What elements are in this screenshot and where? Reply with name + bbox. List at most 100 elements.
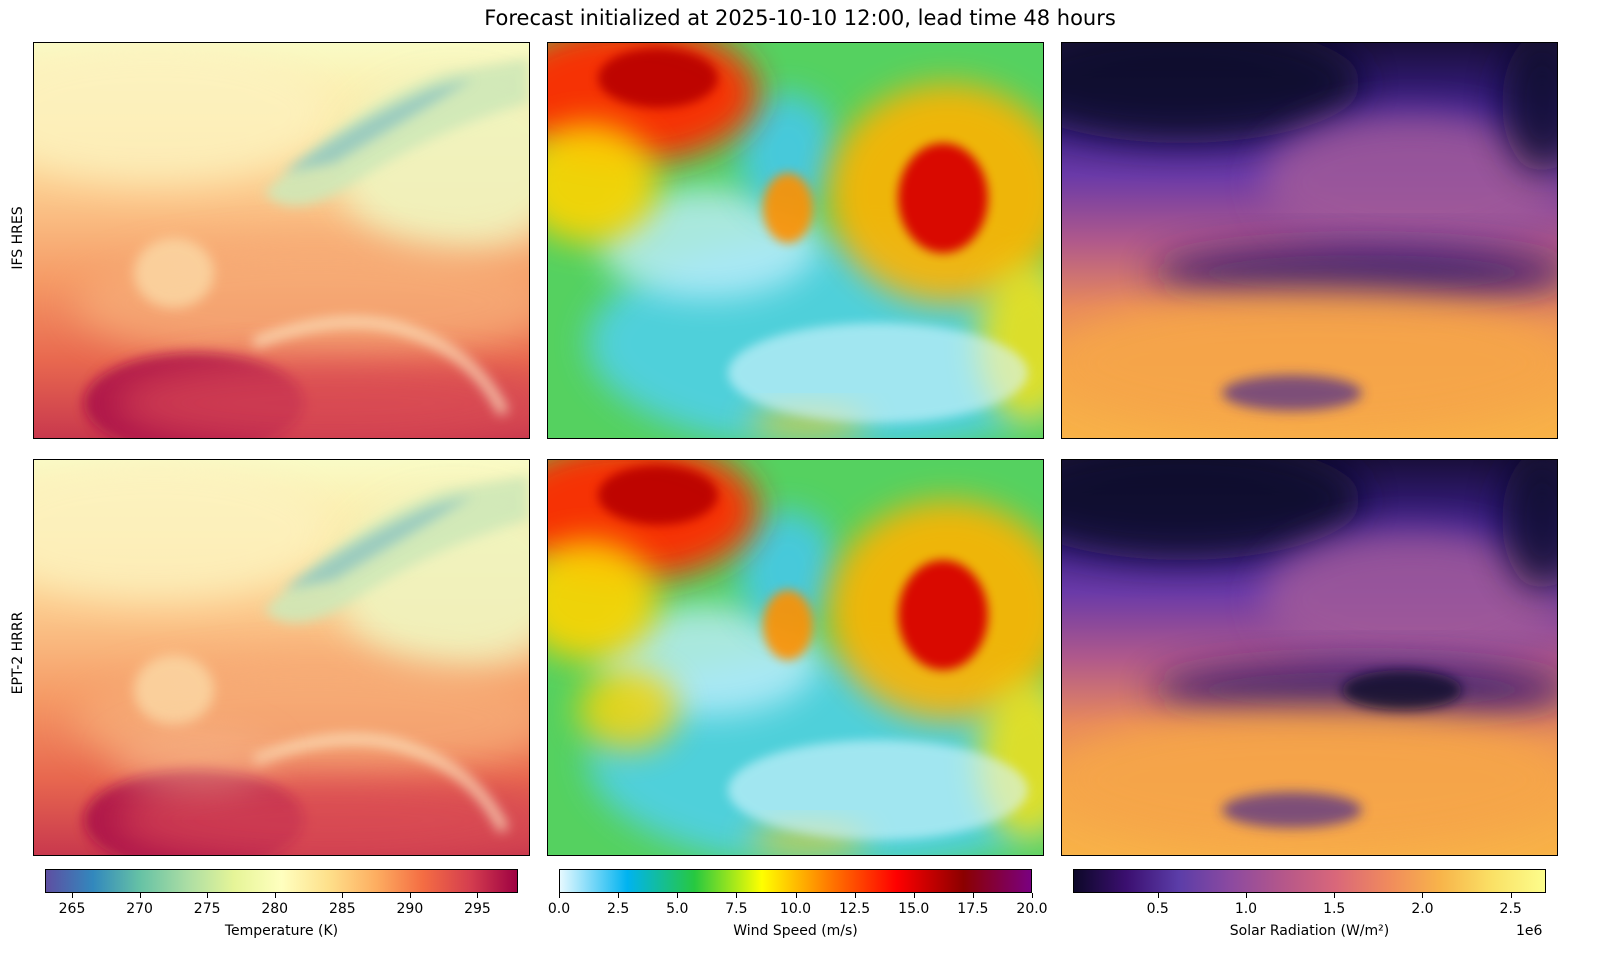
heatmap-svg <box>1062 43 1557 438</box>
colorbar-tick-label: 1.5 <box>1323 901 1346 917</box>
temp-atlantic-cool <box>34 43 334 183</box>
wind-channel-jet <box>763 173 813 243</box>
colorbar-gradient <box>559 869 1032 893</box>
colorbar-label: Solar Radiation (W/m²) <box>1229 923 1390 939</box>
wind-west-yellow <box>548 540 658 660</box>
colorbar-tick <box>618 893 620 898</box>
panel-ifs-wind <box>547 42 1044 439</box>
solar-central-bright <box>1262 113 1557 253</box>
heatmap-svg <box>34 43 529 438</box>
colorbar-tick-label: 270 <box>126 901 153 917</box>
colorbar-tick-label: 2.5 <box>606 901 630 917</box>
row-label-ifs: IFS HRES <box>10 206 26 270</box>
temp-scandinavia-mountains <box>264 58 529 207</box>
colorbar-tick <box>1334 893 1336 898</box>
temp-mediterranean <box>114 775 529 855</box>
colorbar-tick <box>1157 893 1159 898</box>
heatmap-svg <box>548 43 1043 438</box>
colorbar-tick <box>559 893 560 898</box>
colorbar-tick <box>972 893 974 898</box>
colorbar-label: Temperature (K) <box>224 923 339 939</box>
colorbar-tick <box>139 893 141 898</box>
colorbar-tick-label: 0.0 <box>547 901 571 917</box>
colorbar-tick <box>72 893 74 898</box>
colorbar-tick-label: 280 <box>261 901 289 917</box>
colorbar-solar: 0.5 1.0 1.5 2.0 2.5 Solar Radiation (W/m²) 1e6 <box>1073 869 1546 959</box>
colorbar-tick <box>1245 893 1247 898</box>
temp-british-isles <box>134 655 214 725</box>
solar-south-bright <box>1062 293 1557 433</box>
solar-central-bright <box>1262 530 1557 670</box>
temp-scandinavia-mountains <box>264 475 529 624</box>
colorbar-tick <box>913 893 915 898</box>
colorbar-gradient <box>1073 869 1546 893</box>
temp-norway-cold-ridge <box>284 495 474 590</box>
heatmap-svg <box>548 460 1043 855</box>
solar-south-clouds <box>1222 375 1362 411</box>
solar-south-bright <box>1062 710 1557 850</box>
colorbar-tick <box>736 893 738 898</box>
temp-mediterranean <box>114 358 529 438</box>
temp-alps-band <box>252 317 509 416</box>
panel-ept-solar <box>1061 459 1558 856</box>
colorbar-gradient <box>45 869 518 893</box>
colorbar-tick-label: 15.0 <box>898 901 930 917</box>
solar-dark-patch <box>1342 670 1462 710</box>
heatmap-svg <box>1062 460 1557 855</box>
colorbar-tick-label: 17.5 <box>957 901 989 917</box>
colorbar-tick <box>477 893 479 898</box>
solar-cloud-band <box>1152 243 1557 303</box>
colorbar-tick <box>677 893 679 898</box>
colorbar-wind: 0.0 2.5 5.0 7.5 10.0 12.5 15.0 17.5 20.0 Wind Spe… <box>548 869 1048 959</box>
colorbar-tick <box>342 893 344 898</box>
solar-south-clouds <box>1222 792 1362 828</box>
panel-ept-temperature <box>33 459 530 856</box>
wind-west-yellow <box>548 123 658 243</box>
colorbar-temperature: 265 270 275 280 285 290 295 Temperature (K) <box>45 869 518 959</box>
wind-jet-core <box>598 465 718 525</box>
colorbar-tick-label: 295 <box>464 901 491 917</box>
colorbar-scale-offset: 1e6 <box>1516 923 1543 939</box>
colorbar-tick <box>795 893 797 898</box>
wind-jet-core <box>598 48 718 108</box>
colorbar-tick-label: 2.0 <box>1411 901 1434 917</box>
heatmap-svg <box>34 460 529 855</box>
colorbar-tick-label: 275 <box>193 901 221 917</box>
solar-north-dark <box>1062 460 1362 560</box>
colorbar-tick-label: 2.5 <box>1499 901 1522 917</box>
temp-france-variant <box>114 730 274 790</box>
colorbar-tick-label: 10.0 <box>779 901 812 917</box>
wind-med-calm <box>728 323 1028 423</box>
panel-ifs-temperature <box>33 42 530 439</box>
temp-british-isles <box>134 238 214 308</box>
colorbar-tick-label: 290 <box>396 901 424 917</box>
colorbar-tick <box>1032 893 1033 898</box>
wind-west-yellow-2 <box>578 670 678 750</box>
solar-north-dark <box>1062 43 1362 143</box>
temp-alps-band <box>252 734 509 833</box>
colorbar-tick <box>409 893 411 898</box>
colorbar-tick <box>274 893 276 898</box>
wind-north-sea-calm <box>738 93 838 213</box>
colorbar-tick <box>1510 893 1512 898</box>
wind-biscay-calm <box>598 188 818 298</box>
wind-north-sea-calm <box>738 510 838 630</box>
wind-med-calm <box>728 740 1028 840</box>
colorbar-tick-label: 20.0 <box>1016 901 1048 917</box>
panel-ept-wind <box>547 459 1044 856</box>
temp-atlantic-cool <box>34 460 334 600</box>
colorbar-tick <box>207 893 209 898</box>
solar-northeast-dark <box>1502 43 1557 173</box>
wind-eastern-max <box>898 143 988 253</box>
colorbar-label: Wind Speed (m/s) <box>733 923 858 939</box>
solar-northeast-dark <box>1502 460 1557 590</box>
wind-channel-jet <box>763 590 813 660</box>
colorbar-tick <box>1422 893 1424 898</box>
wind-eastern-max <box>898 560 988 670</box>
colorbar-tick-label: 7.5 <box>725 901 748 917</box>
figure-title: Forecast initialized at 2025-10-10 12:00… <box>484 6 1116 30</box>
colorbar-tick <box>854 893 856 898</box>
colorbar-tick-label: 5.0 <box>666 901 689 917</box>
panel-ifs-solar <box>1061 42 1558 439</box>
temp-norway-cold-ridge <box>284 78 474 173</box>
